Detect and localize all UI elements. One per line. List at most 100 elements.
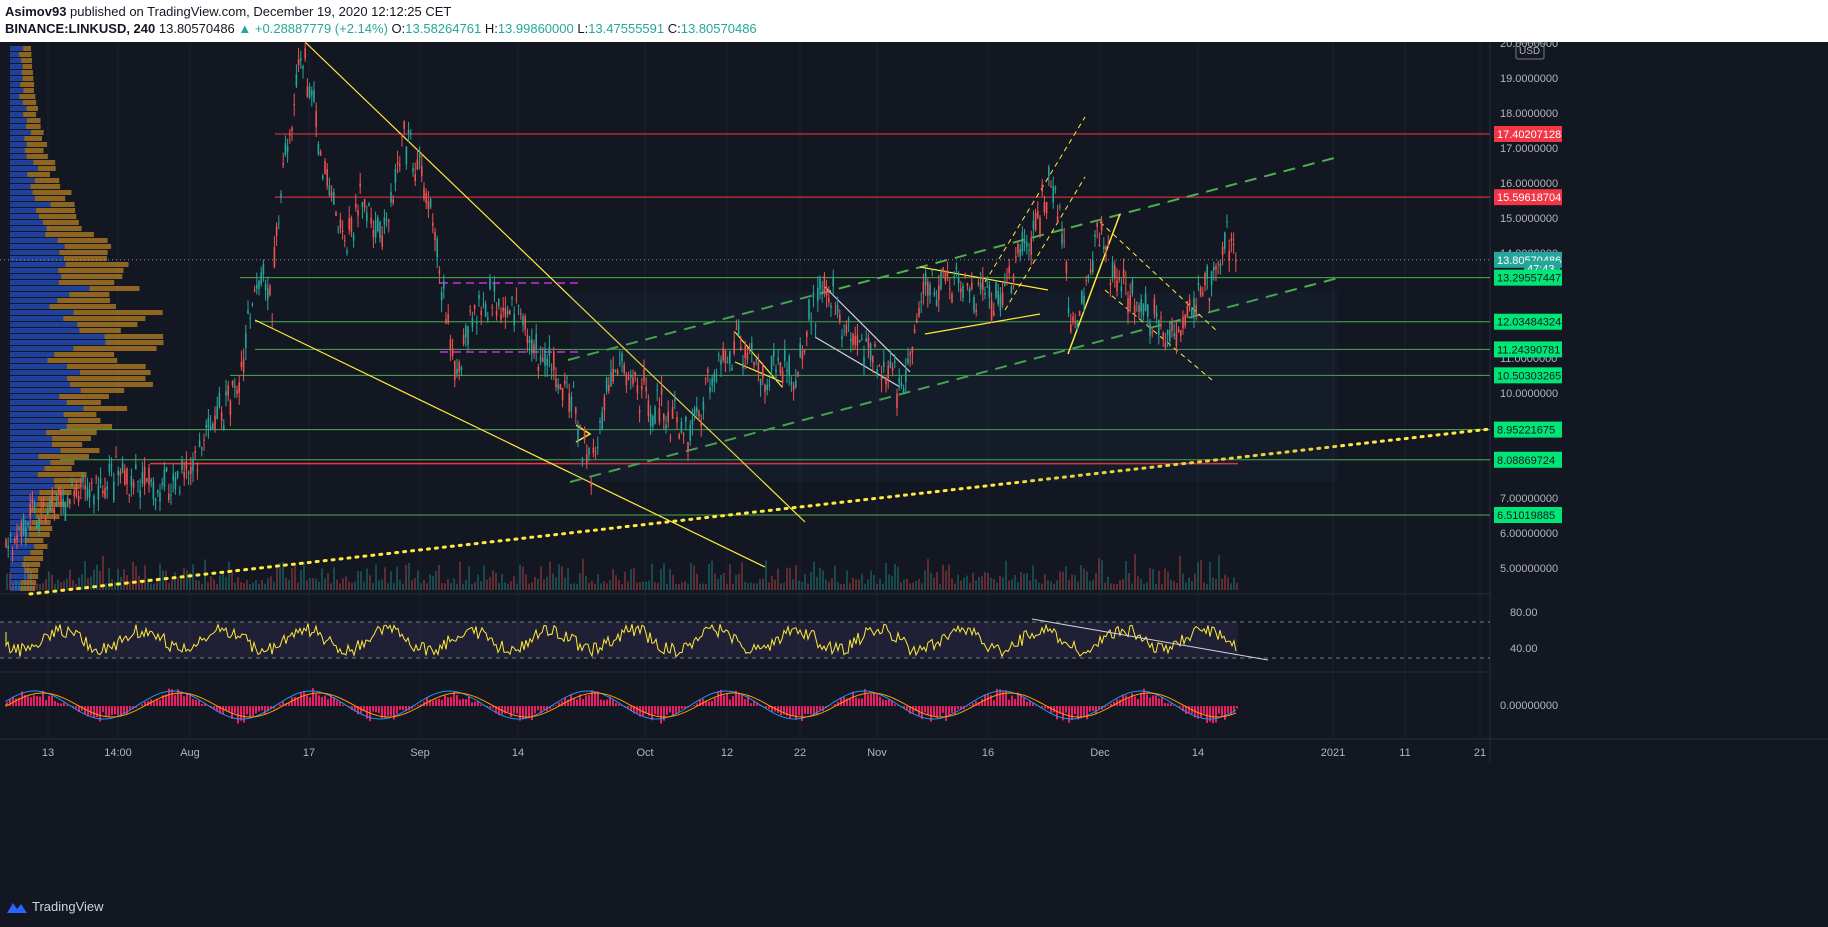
vp-bar-down (23, 112, 37, 117)
candle-body (66, 497, 69, 507)
vp-bar-up (10, 136, 25, 141)
volume-bar (984, 572, 986, 590)
volume-bar (48, 571, 50, 590)
macd-hist-bar (162, 695, 164, 706)
candle-body (212, 423, 214, 429)
macd-hist-bar (1104, 706, 1106, 708)
vp-bar-up (10, 412, 64, 417)
chart-area[interactable]: 20.0000000 19.0000000 18.0000000 17.0000000… (0, 38, 1828, 885)
candle-body (654, 407, 656, 424)
candle-body (894, 360, 896, 363)
candle-body (460, 366, 463, 371)
volume-bar (1092, 579, 1094, 590)
macd-hist-bar (735, 690, 737, 706)
volume-bar (1095, 572, 1097, 590)
volume-bar (132, 561, 134, 590)
volume-bar (885, 563, 887, 590)
volume-bar (417, 570, 419, 590)
vp-bar-up (10, 460, 51, 465)
macd-hist-bar (381, 706, 383, 719)
volume-bar (381, 579, 383, 590)
candle-body (42, 502, 45, 507)
candle-body (36, 524, 38, 529)
candle-body (740, 346, 742, 350)
candle-body (676, 417, 678, 423)
macd-hist-bar (363, 706, 365, 712)
vp-bar-up (10, 322, 78, 327)
candle-body (1059, 206, 1061, 208)
candle-body (152, 481, 155, 500)
candle-body (117, 470, 119, 476)
candle-body (385, 219, 388, 221)
candle-body (735, 328, 738, 330)
volume-bar (120, 576, 122, 590)
macd-hist-bar (156, 698, 158, 706)
volume-bar (720, 574, 722, 590)
volume-bar (906, 579, 908, 590)
macd-hist-bar (1056, 706, 1058, 720)
candle-body (918, 308, 920, 317)
macd-hist-bar (720, 689, 722, 706)
candle-body (625, 374, 628, 386)
volume-bar (1218, 555, 1220, 590)
volume-bar (1059, 571, 1061, 590)
macd-hist-bar (699, 699, 701, 706)
volume-bar (174, 572, 176, 590)
volume-bar (471, 583, 473, 590)
candle-body (1043, 202, 1046, 213)
candle-body (317, 143, 320, 155)
candle-body (493, 283, 496, 292)
vp-bar-up (10, 358, 48, 363)
macd-hist-bar (1053, 706, 1055, 713)
macd-hist-bar (678, 706, 680, 713)
price-chart[interactable]: 20.000000019.000000018.000000017.0000000… (0, 38, 1828, 885)
vp-bar-down (34, 178, 60, 183)
volume-bar (594, 583, 596, 590)
volume-bar (1224, 574, 1226, 590)
tradingview-logo[interactable]: TradingView (6, 899, 104, 914)
macd-line (5, 690, 1237, 720)
candle-body (517, 305, 520, 307)
macd-hist-bar (27, 696, 29, 706)
author-name[interactable]: Asimov93 (5, 4, 67, 19)
vp-bar-down (37, 472, 87, 477)
candle-body (126, 467, 128, 485)
candle-body (1210, 271, 1213, 286)
volume-bar (552, 573, 554, 590)
vp-bar-up (10, 454, 39, 459)
candle-body (1048, 167, 1050, 177)
candle-body (988, 285, 991, 298)
candle-body (449, 339, 452, 351)
macd-hist-bar (294, 697, 296, 706)
volume-bar (315, 578, 317, 590)
vp-bar-up (10, 244, 65, 249)
candle-body (608, 384, 610, 391)
vp-bar-down (42, 220, 79, 225)
macd-hist-bar (342, 704, 344, 706)
candle-body (20, 523, 23, 537)
macd-hist-bar (801, 706, 803, 722)
candle-body (1054, 187, 1057, 190)
volume-bar (591, 580, 593, 590)
macd-hist-bar (930, 706, 932, 722)
volume-bar (831, 578, 833, 590)
candle-body (388, 220, 390, 222)
volume-bar (363, 581, 365, 590)
macd-hist-bar (609, 696, 611, 706)
macd-hist-bar (1092, 706, 1094, 711)
vp-bar-up (10, 76, 23, 81)
candle-body (1197, 283, 1200, 286)
volume-bar (762, 578, 764, 590)
vp-bar-up (10, 268, 59, 273)
volume-bar (666, 583, 668, 590)
macd-hist-bar (798, 706, 800, 716)
volume-bar (45, 579, 47, 590)
volume-bar (1053, 583, 1055, 590)
vp-bar-down (38, 454, 90, 459)
volume-bar (864, 583, 866, 590)
volume-bar (654, 582, 656, 590)
candle-body (770, 355, 773, 371)
macd-hist-bar (681, 706, 683, 709)
volume-bar (990, 577, 992, 590)
candle-body (260, 272, 262, 285)
